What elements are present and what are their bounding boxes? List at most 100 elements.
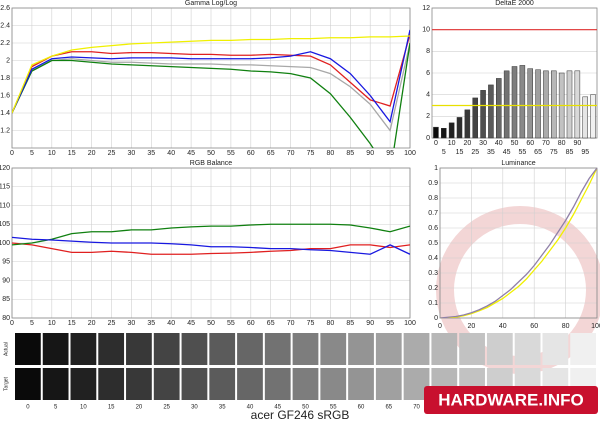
x-tick-label: 5 xyxy=(30,150,34,157)
y-tick-label: 1 xyxy=(434,165,438,172)
x-tick-label: 85 xyxy=(346,150,354,157)
x-tick-label: 90 xyxy=(366,150,374,157)
x-tick-label: 80 xyxy=(327,150,335,157)
patch-label: 10 xyxy=(80,405,87,411)
x-tick-label: 30 xyxy=(479,140,487,147)
y-tick-label: 0.3 xyxy=(428,270,438,277)
x-tick-label: 20 xyxy=(468,323,476,330)
x-tick-label: 45 xyxy=(503,149,511,156)
y-tick-label: 0.6 xyxy=(428,225,438,232)
series-line xyxy=(12,42,410,148)
series-line xyxy=(12,242,410,255)
chart: RGB Balance 80 85 90 95 100 105 110 115 120 0 5 10 15… xyxy=(0,160,416,327)
series-line xyxy=(12,34,410,114)
series-line xyxy=(12,42,410,133)
x-tick-label: 40 xyxy=(499,323,507,330)
patch-label: 30 xyxy=(191,405,198,411)
gray-patch xyxy=(237,368,263,400)
x-tick-label: 50 xyxy=(511,140,519,147)
patch-label: 70 xyxy=(413,405,420,411)
x-tick-label: 75 xyxy=(550,149,558,156)
gray-patch xyxy=(264,333,291,365)
gray-patch xyxy=(375,368,402,400)
bar xyxy=(582,96,588,139)
patch-label: 15 xyxy=(108,405,115,411)
bar xyxy=(441,128,447,139)
chart-title: RGB Balance xyxy=(190,160,233,167)
y-tick-label: 80 xyxy=(2,315,10,322)
series-line xyxy=(12,35,410,114)
bar xyxy=(574,70,581,139)
series-line xyxy=(440,168,597,318)
y-tick-label: 110 xyxy=(0,202,10,209)
y-tick-label: 2.6 xyxy=(0,5,10,12)
gray-patch xyxy=(320,333,347,365)
gray-patch xyxy=(348,368,374,400)
gray-patch xyxy=(70,368,97,400)
y-tick-label: 0.1 xyxy=(428,300,438,307)
x-tick-label: 60 xyxy=(526,140,534,147)
gray-patch xyxy=(403,333,430,365)
gray-patch xyxy=(42,368,69,400)
bar xyxy=(503,70,510,139)
gray-patch xyxy=(98,333,125,365)
gray-patch xyxy=(15,333,41,365)
bar xyxy=(480,90,486,139)
x-tick-label: 60 xyxy=(247,320,255,327)
x-tick-label: 45 xyxy=(187,320,195,327)
x-tick-label: 95 xyxy=(581,149,589,156)
x-tick-label: 0 xyxy=(10,150,14,157)
x-tick-label: 70 xyxy=(287,320,295,327)
bar xyxy=(488,84,494,139)
x-tick-label: 10 xyxy=(448,140,456,147)
patch-label: 5 xyxy=(54,405,58,411)
x-tick-label: 70 xyxy=(542,140,550,147)
x-tick-label: 70 xyxy=(287,150,295,157)
gray-patch xyxy=(98,368,125,400)
y-tick-label: 12 xyxy=(422,5,430,12)
x-tick-label: 60 xyxy=(247,150,255,157)
gray-patch xyxy=(264,368,291,400)
gray-patch xyxy=(375,333,402,365)
x-tick-label: 85 xyxy=(346,320,354,327)
row-label: Target xyxy=(3,376,9,391)
x-tick-label: 15 xyxy=(68,150,76,157)
x-tick-label: 100 xyxy=(591,323,600,330)
gray-patch xyxy=(514,333,541,365)
y-tick-label: 0.4 xyxy=(428,255,438,262)
chart-title: Luminance xyxy=(501,160,535,167)
y-tick-label: 105 xyxy=(0,221,10,228)
x-tick-label: 65 xyxy=(534,149,542,156)
x-tick-label: 35 xyxy=(147,320,155,327)
gray-patch xyxy=(542,333,569,365)
gray-patch xyxy=(431,333,458,365)
bar xyxy=(519,65,526,139)
x-tick-label: 50 xyxy=(207,320,215,327)
x-tick-label: 65 xyxy=(267,150,275,157)
x-tick-label: 0 xyxy=(434,140,438,147)
patch-label: 45 xyxy=(274,405,281,411)
x-tick-label: 90 xyxy=(366,320,374,327)
patch-label: 50 xyxy=(302,405,309,411)
y-tick-label: 2 xyxy=(6,57,10,64)
x-tick-label: 60 xyxy=(530,323,538,330)
gray-patch xyxy=(320,368,347,400)
y-tick-label: 2.2 xyxy=(0,40,10,47)
bar xyxy=(433,126,439,139)
series-line xyxy=(440,168,597,318)
chart: Luminance 0 0.1 0.2 0.3 0.4 0.5 0.6 0.7 0.8 0.9 1 0 2… xyxy=(428,160,600,330)
patch-label: 55 xyxy=(330,405,337,411)
bar xyxy=(527,68,533,139)
logo-text: HARDWARE.INFO xyxy=(438,390,583,409)
x-tick-label: 15 xyxy=(68,320,76,327)
bar xyxy=(456,117,463,139)
y-tick-label: 1.8 xyxy=(0,75,10,82)
bar xyxy=(551,70,557,139)
gray-patch xyxy=(459,333,485,365)
x-tick-label: 40 xyxy=(167,320,175,327)
gray-patch xyxy=(181,333,208,365)
x-tick-label: 80 xyxy=(327,320,335,327)
x-tick-label: 20 xyxy=(88,150,96,157)
x-tick-label: 75 xyxy=(307,320,315,327)
x-tick-label: 35 xyxy=(487,149,495,156)
